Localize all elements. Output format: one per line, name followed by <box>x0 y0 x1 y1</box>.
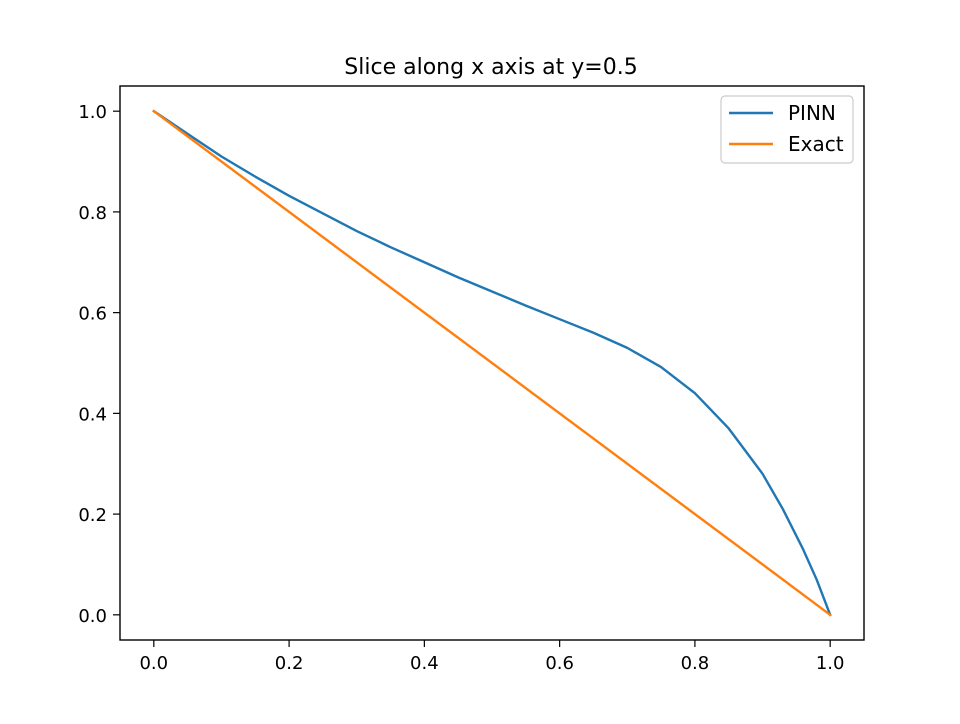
series-line-exact <box>152 109 832 617</box>
series-layer <box>152 109 832 617</box>
y-tick-label: 0.6 <box>78 304 107 325</box>
y-tick-label: 0.8 <box>78 203 107 224</box>
x-tick-label: 0.0 <box>139 653 168 674</box>
x-tick-label: 0.8 <box>681 653 710 674</box>
legend: PINN Exact <box>720 95 854 164</box>
legend-label-pinn: PINN <box>788 101 836 125</box>
y-tick-label: 1.0 <box>78 102 107 123</box>
y-tick-label: 0.0 <box>78 606 107 627</box>
plot-frame <box>119 85 865 641</box>
y-tick-label: 0.4 <box>78 404 107 425</box>
y-axis: 0.0 0.2 0.4 0.6 0.8 1.0 <box>78 102 120 627</box>
y-tick-label: 0.2 <box>78 505 107 526</box>
x-tick-label: 0.2 <box>275 653 304 674</box>
legend-label-exact: Exact <box>788 132 844 156</box>
series-line-pinn <box>152 109 832 617</box>
x-tick-label: 1.0 <box>816 653 845 674</box>
x-tick-label: 0.4 <box>410 653 439 674</box>
x-tick-label: 0.6 <box>545 653 574 674</box>
chart-title: Slice along x axis at y=0.5 <box>344 55 637 80</box>
x-axis: 0.0 0.2 0.4 0.6 0.8 1.0 <box>139 640 845 674</box>
